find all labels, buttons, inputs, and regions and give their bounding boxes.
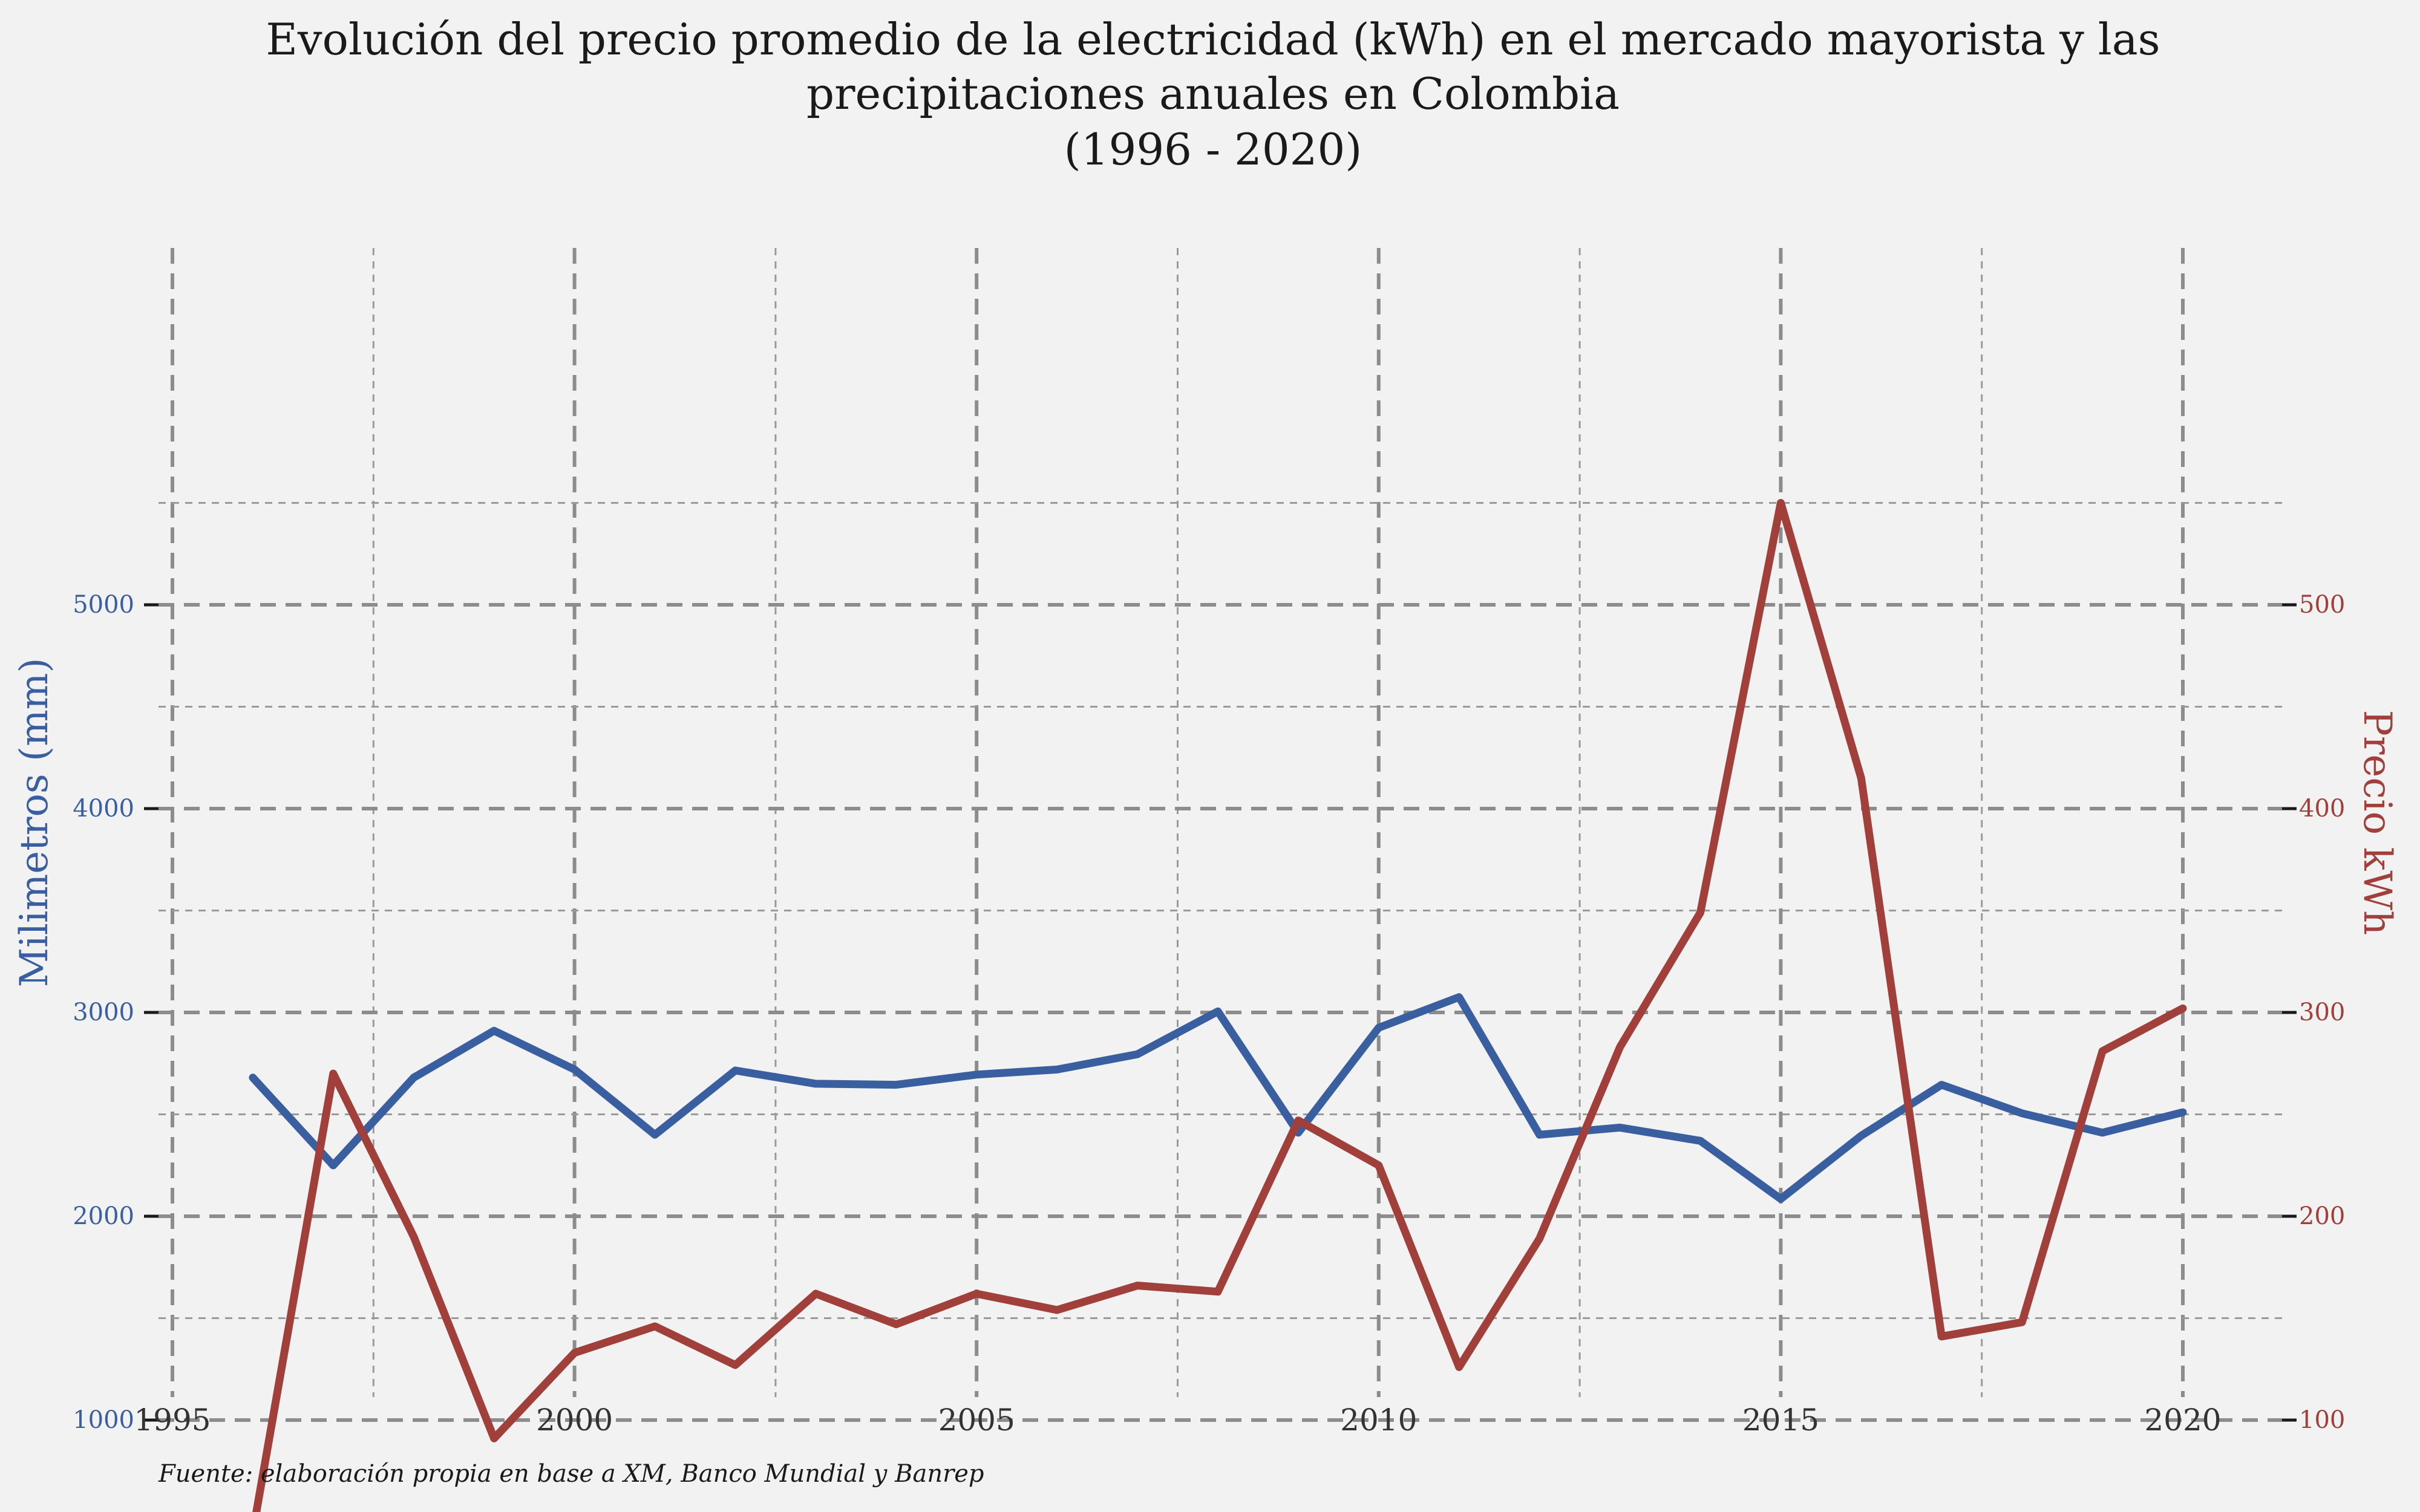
right-tick-label: 100 xyxy=(2299,1406,2345,1434)
price-series-line xyxy=(252,499,2187,1512)
title-line-2: precipitaciones anuales en Colombia xyxy=(806,68,1620,119)
right-tick-label: 200 xyxy=(2299,1202,2345,1230)
x-tick-label: 2000 xyxy=(536,1403,613,1438)
x-tick-label: 2020 xyxy=(2144,1403,2221,1438)
x-tick-label: 1995 xyxy=(134,1403,211,1438)
left-axis-label: Milimetros (mm) xyxy=(12,658,57,988)
left-tick-label: 3000 xyxy=(73,999,134,1026)
right-tick-label: 300 xyxy=(2299,999,2345,1026)
left-tick-label: 2000 xyxy=(73,1202,134,1230)
title-line-3: (1996 - 2020) xyxy=(1064,124,1362,175)
right-tick-label: 400 xyxy=(2299,795,2345,823)
right-axis-ticks: 100 200 300 400 500 xyxy=(2282,591,2345,1434)
left-tick-label: 4000 xyxy=(73,795,134,823)
precipitation-series-line xyxy=(249,993,2187,1203)
title-line-1: Evolución del precio promedio de la elec… xyxy=(266,14,2160,65)
chart-title: Evolución del precio promedio de la elec… xyxy=(266,14,2160,175)
source-caption: Fuente: elaboración propia en base a XM,… xyxy=(158,1460,984,1488)
x-tick-label: 2015 xyxy=(1742,1403,1819,1438)
series-lines xyxy=(249,499,2187,1512)
x-axis-ticks: 1995 2000 2005 2010 2015 2020 xyxy=(134,1403,2221,1438)
left-axis-ticks: 1000 2000 3000 4000 5000 xyxy=(73,591,159,1434)
grid xyxy=(159,248,2282,1422)
left-tick-label: 1000 xyxy=(73,1406,134,1434)
right-tick-label: 500 xyxy=(2299,591,2345,619)
x-tick-label: 2005 xyxy=(938,1403,1015,1438)
right-axis-label: Precio kWh xyxy=(2355,710,2399,936)
left-tick-label: 5000 xyxy=(73,591,134,619)
x-tick-label: 2010 xyxy=(1340,1403,1417,1438)
